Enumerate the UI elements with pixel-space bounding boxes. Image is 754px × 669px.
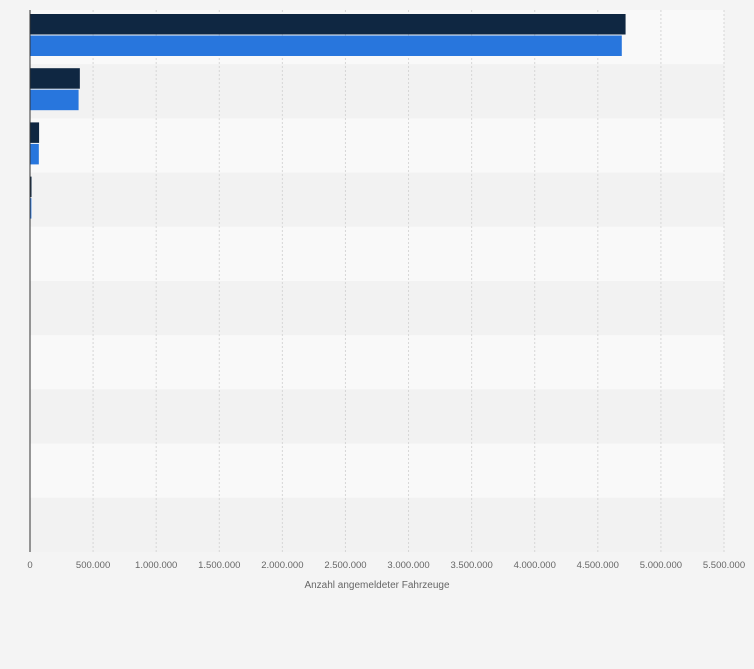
x-tick-label: 4.500.000 (577, 560, 619, 571)
bar-series-1[interactable] (30, 14, 626, 35)
x-axis-tick-labels: 0 500.000 1.000.000 1.500.000 2.000.000 2.500… (27, 560, 745, 571)
row-band (30, 443, 724, 498)
row-band (30, 118, 724, 173)
bar-series-2[interactable] (30, 35, 622, 57)
x-tick-label: 1.000.000 (135, 560, 177, 571)
x-tick-label: 4.000.000 (514, 560, 556, 571)
x-tick-label: 500.000 (76, 560, 110, 571)
bar-series-2[interactable] (30, 143, 39, 165)
bars (30, 14, 626, 219)
row-band (30, 335, 724, 390)
bar-series-2[interactable] (30, 198, 32, 219)
bar-series-2[interactable] (30, 89, 79, 111)
row-band (30, 389, 724, 444)
x-tick-label: 2.000.000 (261, 560, 303, 571)
row-band (30, 172, 724, 227)
row-band (30, 281, 724, 336)
x-tick-label: 5.000.000 (640, 560, 682, 571)
row-band (30, 497, 724, 552)
x-tick-label: 3.500.000 (451, 560, 493, 571)
x-axis-title: Anzahl angemeldeter Fahrzeuge (304, 580, 450, 591)
x-tick-label: 3.000.000 (387, 560, 429, 571)
row-band (30, 226, 724, 281)
bar-series-1[interactable] (30, 122, 40, 143)
x-tick-label: 5.500.000 (703, 560, 745, 571)
x-tick-label: 2.500.000 (324, 560, 366, 571)
x-tick-label: 1.500.000 (198, 560, 240, 571)
bar-series-1[interactable] (30, 176, 32, 198)
x-tick-label: 0 (27, 560, 32, 571)
bar-series-1[interactable] (30, 68, 80, 89)
row-band (30, 64, 724, 119)
row-bands (30, 10, 724, 552)
